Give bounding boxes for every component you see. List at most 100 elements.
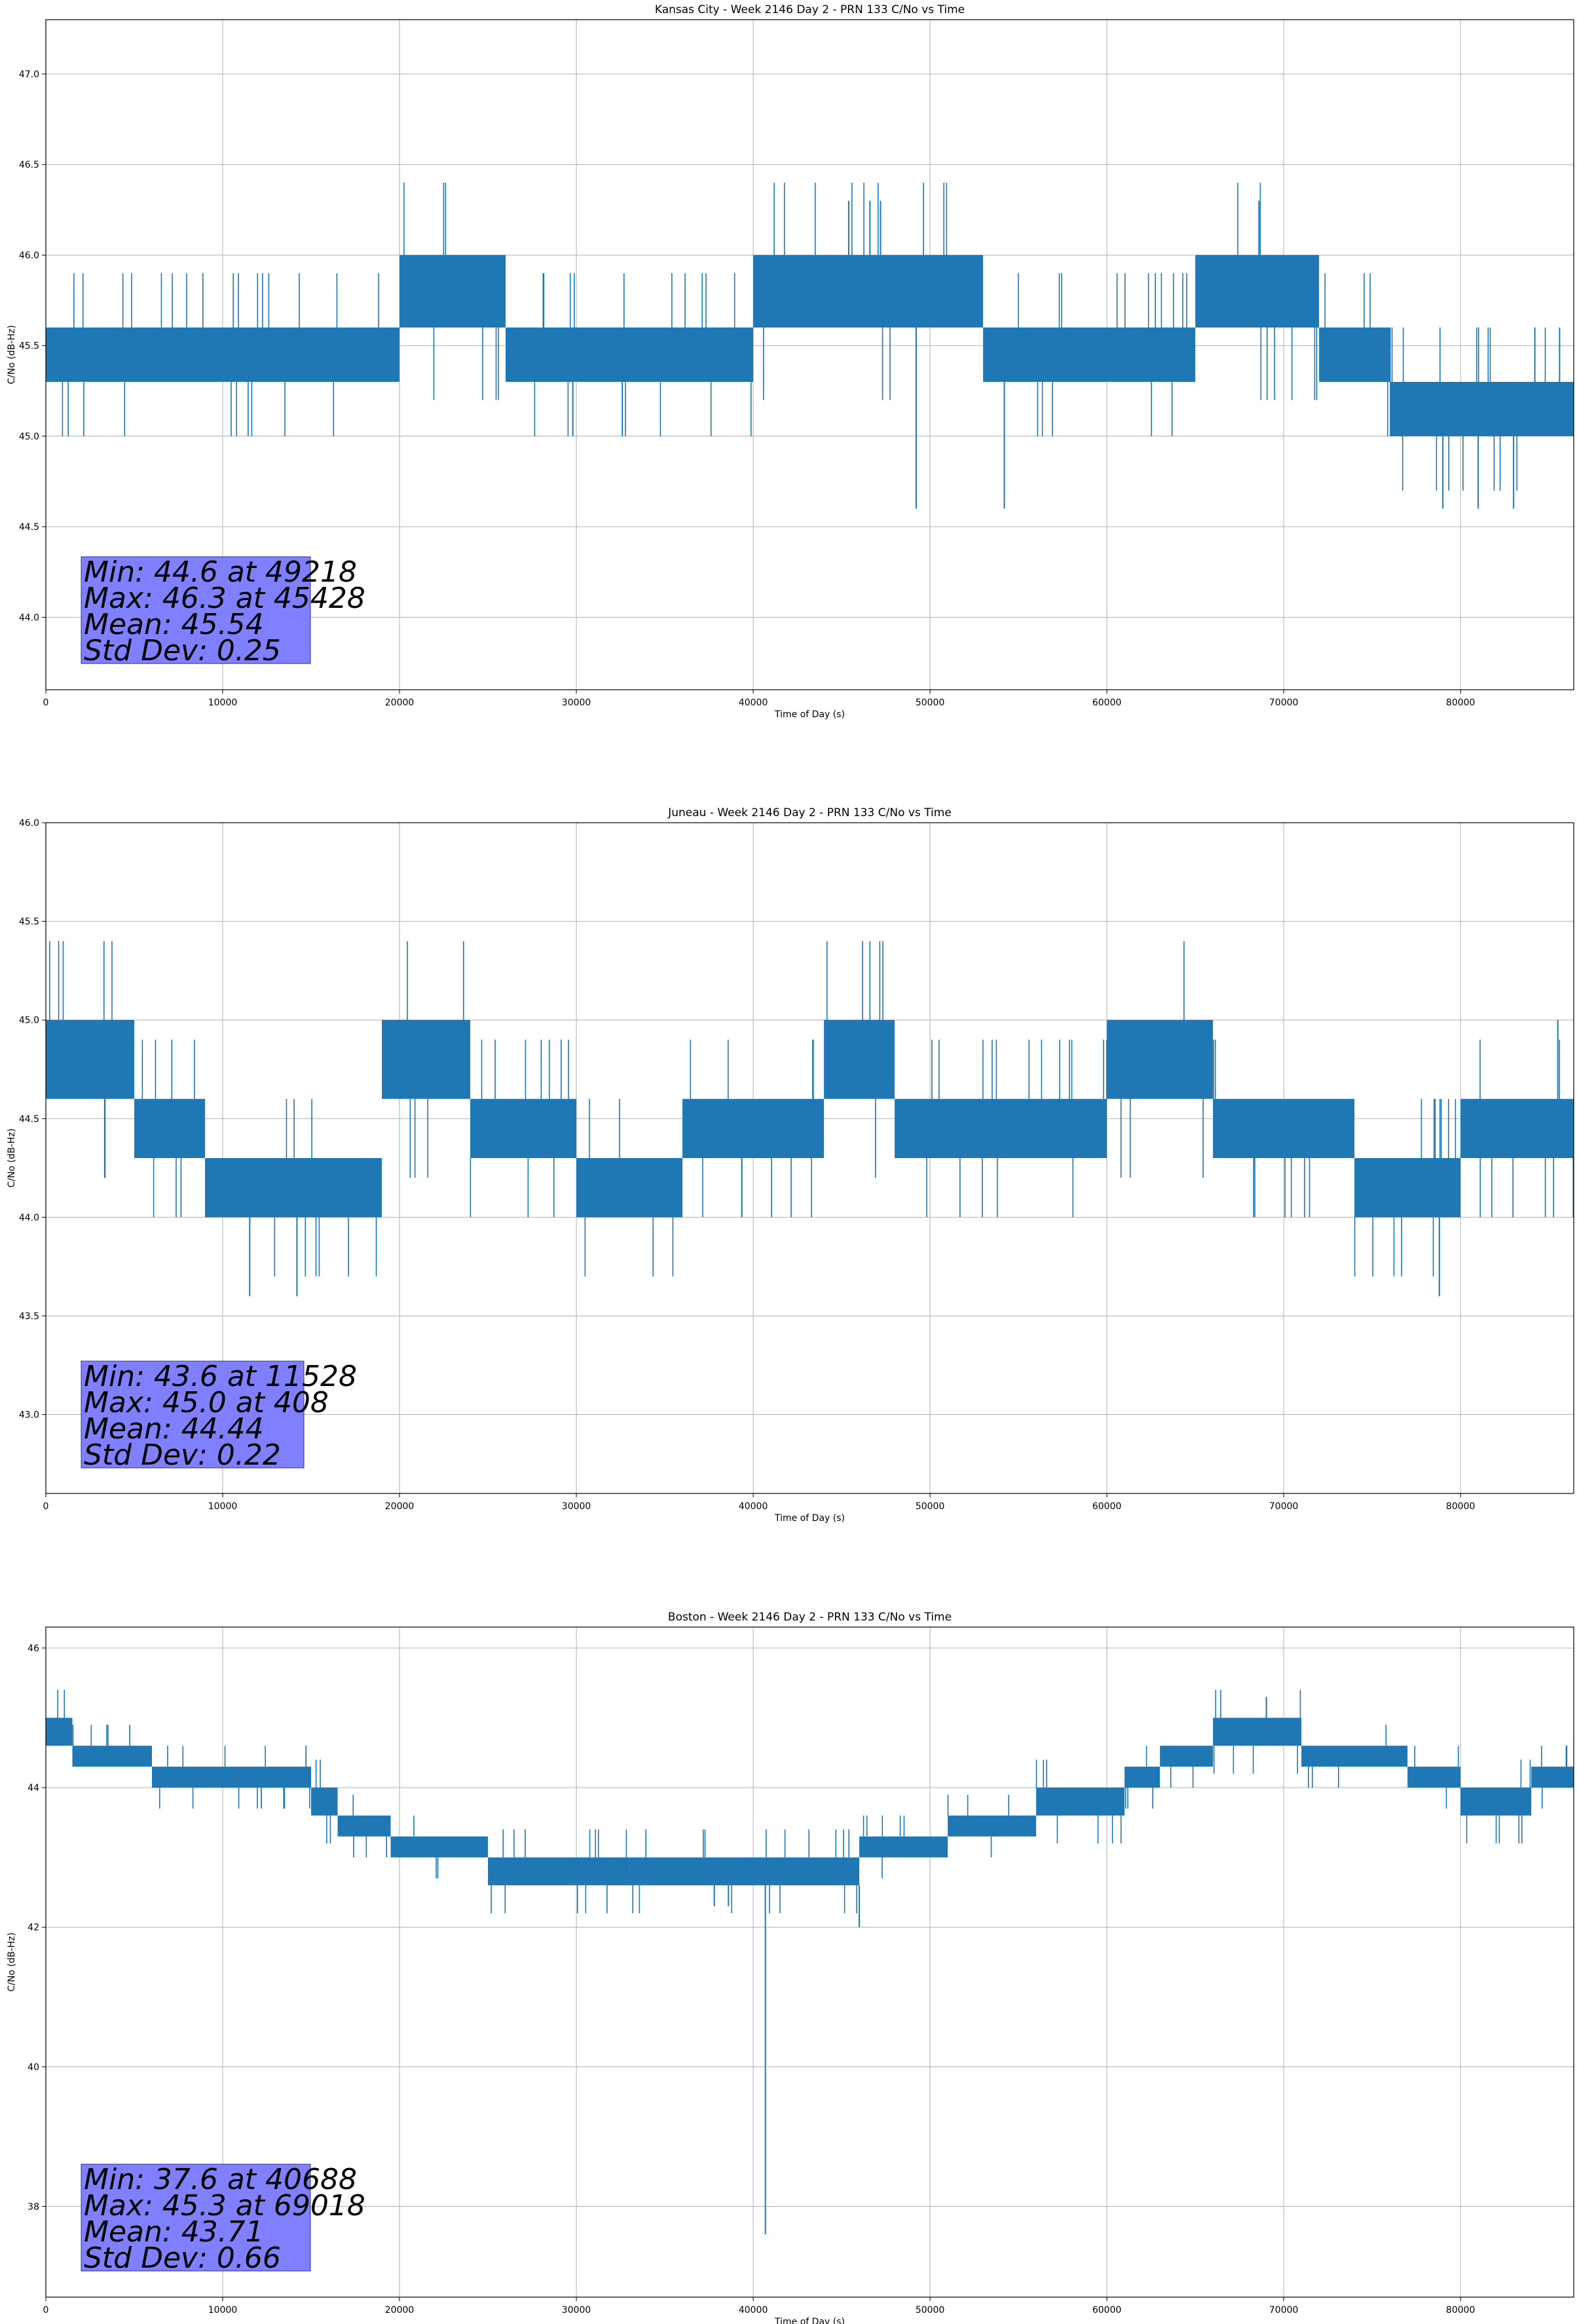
y-tick-label: 46.0 xyxy=(19,818,39,829)
y-axis-label: C/No (dB-Hz) xyxy=(7,325,17,384)
stats-max-line: Max: 45.0 at 408 xyxy=(84,1386,329,1419)
cno-band-segment xyxy=(1460,1098,1574,1158)
stats-box-background xyxy=(81,2164,311,2272)
chart-0: 0 10000 20000 30000 40000 50000 60000 70000 8000… xyxy=(7,3,1574,720)
stats-mean-line: Mean: 43.71 xyxy=(84,2215,264,2249)
stats-max-line: Max: 46.3 at 45428 xyxy=(84,582,365,615)
y-tick-label: 45.0 xyxy=(19,432,39,442)
cno-band-segment xyxy=(1036,1788,1125,1816)
x-tick-label: 40000 xyxy=(739,1501,768,1512)
x-axis-label: Time of Day (s) xyxy=(774,709,845,720)
cno-band-segment xyxy=(382,1020,471,1099)
x-tick-label: 60000 xyxy=(1092,1501,1122,1512)
cno-band-segment xyxy=(1407,1767,1461,1788)
cno-band-segment xyxy=(1460,1788,1532,1816)
cno-band-segment xyxy=(1319,328,1390,382)
x-tick-label: 20000 xyxy=(385,1501,415,1512)
x-tick-label: 0 xyxy=(43,698,49,708)
x-tick-label: 20000 xyxy=(385,698,415,708)
cno-band-segment xyxy=(1213,1098,1355,1158)
stats-min-line: Min: 37.6 at 40688 xyxy=(84,2163,357,2196)
cno-band-segment xyxy=(1107,1020,1214,1099)
series-line xyxy=(46,1689,1574,2235)
x-axis-label: Time of Day (s) xyxy=(774,2317,845,2324)
chart-title: Juneau - Week 2146 Day 2 - PRN 133 C/No … xyxy=(667,806,952,819)
y-tick-label: 44.5 xyxy=(19,1114,39,1125)
cno-band-segment xyxy=(859,1836,948,1858)
x-tick-label: 30000 xyxy=(562,1501,591,1512)
cno-band-segment xyxy=(948,1815,1037,1837)
cno-band-segment xyxy=(753,1857,860,1886)
x-tick-label: 70000 xyxy=(1269,2305,1299,2315)
x-tick-label: 70000 xyxy=(1269,1501,1299,1512)
x-tick-label: 50000 xyxy=(916,2305,945,2315)
cno-band-segment xyxy=(1531,1767,1574,1788)
cno-band-segment xyxy=(72,1746,153,1767)
x-tick-label: 80000 xyxy=(1446,2305,1475,2315)
y-tick-label: 46.5 xyxy=(19,160,39,170)
cno-band-segment xyxy=(506,328,754,382)
cno-band-segment xyxy=(46,1020,135,1099)
cno-band-segment xyxy=(1354,1158,1461,1218)
x-tick-label: 10000 xyxy=(208,2305,238,2315)
cno-band-segment xyxy=(1213,1717,1302,1746)
cno-band-segment xyxy=(983,328,1196,382)
x-tick-label: 40000 xyxy=(739,698,768,708)
y-tick-label: 47.0 xyxy=(19,69,39,80)
stats-mean-line: Mean: 44.44 xyxy=(84,1412,264,1446)
y-tick-label: 43.5 xyxy=(19,1311,39,1322)
x-tick-label: 20000 xyxy=(385,2305,415,2315)
cno-band-segment xyxy=(1160,1746,1214,1767)
x-tick-label: 80000 xyxy=(1446,698,1475,708)
x-axis-label: Time of Day (s) xyxy=(774,1513,845,1524)
cno-band-segment xyxy=(1124,1767,1160,1788)
y-tick-label: 46.0 xyxy=(19,250,39,261)
cno-band-segment xyxy=(753,255,984,328)
cno-band-segment xyxy=(629,1857,754,1886)
cno-band-segment xyxy=(390,1836,489,1858)
stats-mean-line: Mean: 45.54 xyxy=(84,608,264,641)
x-tick-label: 60000 xyxy=(1092,698,1122,708)
cno-band-segment xyxy=(46,1717,73,1746)
stats-box-background xyxy=(81,556,311,664)
y-tick-label: 45.0 xyxy=(19,1015,39,1026)
stats-box-background xyxy=(81,1360,305,1469)
cno-band-segment xyxy=(488,1857,630,1886)
plot-frame xyxy=(45,1626,1574,2298)
plot-frame xyxy=(45,19,1574,690)
chart-title: Kansas City - Week 2146 Day 2 - PRN 133 … xyxy=(655,3,965,16)
cno-band-segment xyxy=(205,1158,382,1218)
x-tick-label: 70000 xyxy=(1269,698,1299,708)
y-axis-label: C/No (dB-Hz) xyxy=(7,1129,17,1188)
series-line xyxy=(46,182,1574,509)
x-tick-label: 80000 xyxy=(1446,1501,1475,1512)
chart-1: 0 10000 20000 30000 40000 50000 60000 70000 8000… xyxy=(7,806,1574,1524)
y-tick-label: 44.5 xyxy=(19,522,39,533)
stats-max-line: Max: 45.3 at 69018 xyxy=(84,2189,365,2222)
cno-band-segment xyxy=(1195,255,1320,328)
x-tick-label: 60000 xyxy=(1092,2305,1122,2315)
x-tick-label: 0 xyxy=(43,1501,49,1512)
series-line xyxy=(46,941,1574,1296)
y-tick-label: 45.5 xyxy=(19,917,39,928)
y-tick-label: 44.0 xyxy=(19,1212,39,1223)
stats-std-line: Std Dev: 0.66 xyxy=(84,2241,281,2275)
chart-title: Boston - Week 2146 Day 2 - PRN 133 C/No … xyxy=(668,1611,952,1624)
y-axis-label: C/No (dB-Hz) xyxy=(7,1932,17,1991)
cno-band-segment xyxy=(81,328,400,382)
y-tick-label: 43.0 xyxy=(19,1410,39,1421)
y-tick-label: 45.5 xyxy=(19,341,39,352)
cno-band-segment xyxy=(470,1098,577,1158)
cno-band-segment xyxy=(46,328,82,382)
cno-band-segment xyxy=(576,1158,683,1218)
cno-band-segment xyxy=(895,1098,1107,1158)
stats-std-line: Std Dev: 0.22 xyxy=(84,1438,281,1472)
y-tick-label: 38 xyxy=(28,2202,39,2212)
plot-frame xyxy=(45,822,1574,1494)
y-tick-label: 44.0 xyxy=(19,612,39,623)
cno-band-segment xyxy=(311,1788,338,1816)
cno-band-segment xyxy=(134,1098,206,1158)
x-tick-label: 50000 xyxy=(916,698,945,708)
y-tick-label: 40 xyxy=(28,2062,39,2072)
